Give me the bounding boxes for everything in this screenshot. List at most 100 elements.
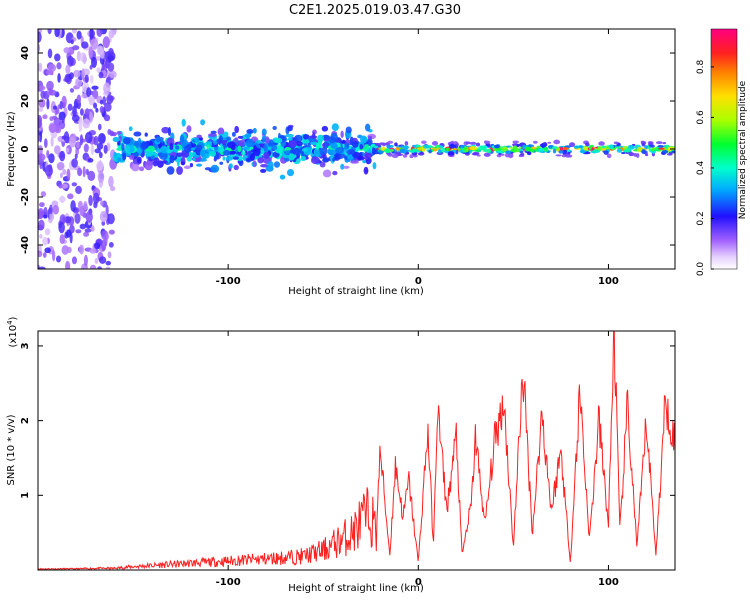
- spectrogram-cell: [661, 150, 669, 154]
- spectrogram-cell: [513, 148, 521, 153]
- spectrogram-cell: [199, 149, 206, 157]
- spectrogram-cell: [55, 108, 60, 115]
- spectrogram-cell: [421, 140, 427, 145]
- spectrogram-cell: [77, 167, 83, 177]
- spectrogram-cell: [464, 148, 469, 153]
- spectrogram-cell: [154, 144, 159, 150]
- spectrogram-cell: [84, 228, 92, 233]
- spectrogram-cell: [96, 67, 101, 73]
- spectrogram-cell: [234, 125, 240, 134]
- spectrogram-cell: [469, 141, 477, 145]
- spectrogram-cell: [346, 149, 355, 155]
- spectrogram-cell: [403, 145, 409, 151]
- snr-x-tick-label: -100: [216, 577, 241, 588]
- spectrogram-cell: [93, 135, 99, 146]
- spectrogram-cell: [279, 174, 286, 180]
- spectrogram-cell: [72, 29, 78, 34]
- spectrogram-cell: [246, 157, 251, 162]
- spectrogram-cell: [121, 152, 127, 161]
- spectrogram-cell: [183, 165, 191, 170]
- spectrogram-cell: [82, 166, 86, 178]
- spectrogram-cell: [90, 226, 95, 232]
- spectrogram-cell: [645, 153, 649, 157]
- spectrogram-cell: [107, 62, 115, 72]
- spectrogram-cell: [641, 142, 646, 147]
- spectrogram-cell: [260, 168, 267, 173]
- spectrogram-cell: [91, 56, 97, 69]
- spectrogram-cell: [562, 147, 570, 150]
- spectrogram-cell: [65, 260, 71, 269]
- spectrogram-cell: [287, 125, 293, 132]
- spectrogram-cell: [293, 147, 301, 156]
- spectrogram-cell: [501, 153, 505, 156]
- snr-frame: [37, 330, 676, 571]
- spectrogram-cell: [206, 141, 212, 145]
- spectrogram-cell: [332, 157, 336, 162]
- spectrogram-cell: [38, 207, 45, 219]
- spectrogram-cell: [608, 144, 614, 150]
- spectrogram-cell: [44, 228, 51, 236]
- spectrogram-cell: [559, 146, 564, 151]
- spectrogram-cell: [61, 135, 67, 140]
- spectrogram-cell: [57, 73, 61, 83]
- spectrogram-cell: [71, 182, 78, 187]
- spectrogram-cell: [42, 236, 48, 246]
- spectrogram-cell: [340, 130, 344, 139]
- spectrogram-cell: [97, 133, 106, 144]
- spectrogram-cell: [616, 148, 623, 153]
- spectrogram-cell: [453, 148, 457, 151]
- spectrogram-cell: [417, 152, 425, 156]
- spectrogram-cell: [564, 153, 570, 156]
- spectrogram-cell: [601, 148, 606, 151]
- spectrogram-cell: [83, 231, 90, 237]
- spectrogram-cell: [90, 74, 94, 84]
- spectrogram-cell: [310, 141, 318, 146]
- spectrogram-cell: [657, 145, 664, 148]
- spectrogram-cell: [63, 47, 71, 54]
- spectrogram-cell: [391, 153, 399, 159]
- spectrogram-cell: [122, 137, 131, 145]
- spectrogram-cell: [280, 141, 287, 147]
- spectrogram-cell: [38, 153, 46, 161]
- spectrogram-cell: [423, 144, 430, 149]
- spectrogram-cell: [49, 123, 57, 133]
- spectrogram-cell: [245, 139, 255, 148]
- spectrogram-cell: [138, 166, 145, 172]
- spectrogram-cell: [313, 148, 321, 157]
- spectrogram-cell: [273, 161, 281, 168]
- spectrogram-cell: [83, 254, 88, 267]
- spectrogram-cell: [666, 152, 673, 156]
- spectrogram-cell: [107, 251, 112, 259]
- spectrogram-cell: [223, 149, 231, 156]
- spectrogram-cell: [300, 155, 307, 162]
- spectrogram-cell: [302, 139, 310, 144]
- colorbar-tick-label: 0.8: [696, 59, 706, 74]
- spectrogram-cell: [108, 47, 114, 57]
- spectrogram-cell: [342, 165, 350, 169]
- spectrogram-cell: [237, 145, 242, 153]
- spectrogram-cell: [512, 140, 519, 144]
- spectrogram-cell: [465, 141, 471, 145]
- spectrogram-cell: [359, 144, 364, 150]
- spectrogram-cell: [89, 248, 97, 254]
- spectrogram-cell: [662, 142, 667, 145]
- spectrogram-cell: [221, 139, 228, 146]
- spectrogram-cell: [226, 141, 236, 149]
- spectrogram-cell: [86, 87, 92, 98]
- spectrogram-cell: [295, 141, 303, 147]
- spectrogram-cell: [196, 163, 203, 167]
- spectrogram-cell: [399, 148, 406, 154]
- spectrogram-cell: [74, 213, 81, 224]
- spectrogram-cell: [181, 118, 186, 127]
- spectrogram-cell: [66, 168, 71, 181]
- spectrogram-cell: [400, 145, 404, 148]
- spectrogram-cell: [321, 125, 329, 132]
- spectrogram-cell: [42, 114, 48, 120]
- spectrogram-cell: [250, 148, 260, 153]
- spectrogram-cell: [44, 247, 51, 254]
- spectrogram-cell: [621, 152, 626, 155]
- spectrogram-y-label: Frequency (Hz): [6, 111, 17, 187]
- spectrogram-cell: [322, 157, 329, 163]
- spectrogram-cell: [379, 142, 385, 145]
- spectrogram-cell: [72, 45, 80, 51]
